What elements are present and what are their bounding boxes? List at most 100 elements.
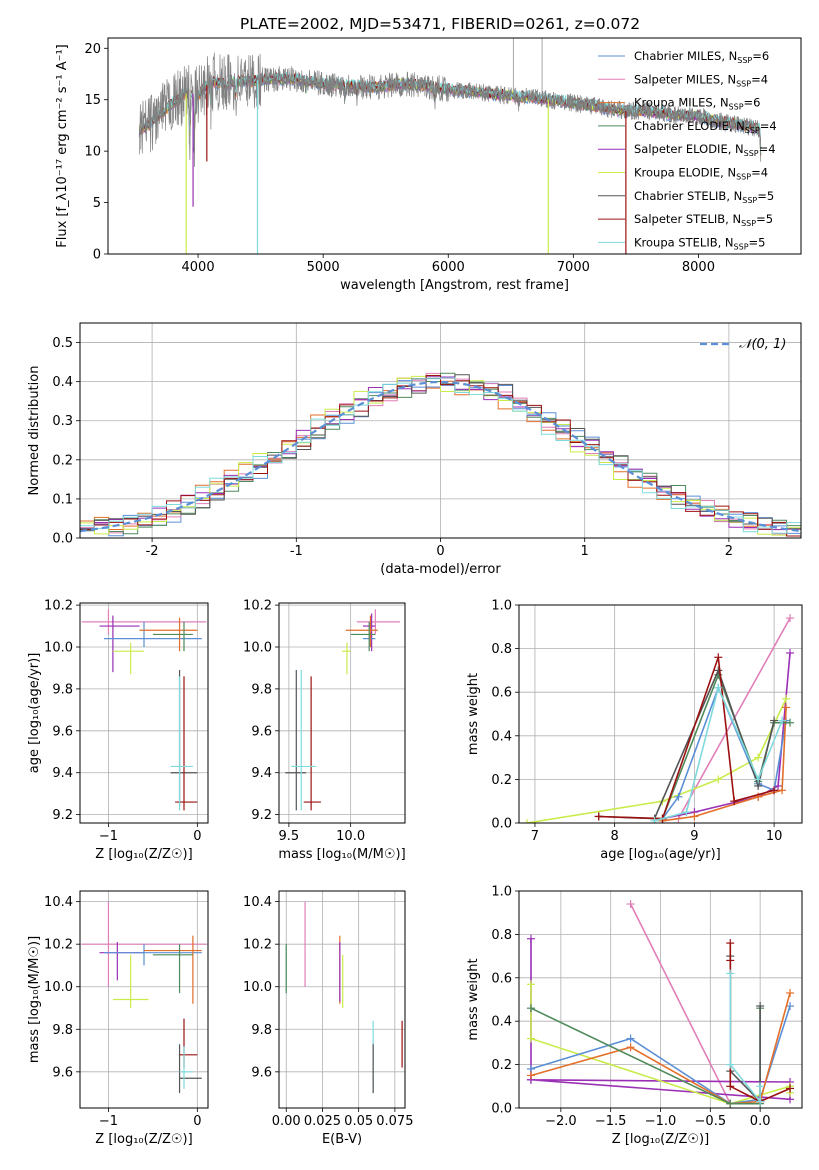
- y-tick-label: 0.3: [52, 414, 73, 429]
- y-tick-label: 0.2: [491, 773, 512, 788]
- observed-spectrum: [138, 52, 762, 168]
- x-tick-label: 0.075: [376, 1114, 413, 1129]
- axes-frame: [79, 602, 209, 824]
- y-tick-label: 20: [84, 42, 101, 57]
- legend-label: Kroupa ELODIE, NSSP=4: [634, 166, 768, 182]
- x-tick-label: 0.00: [272, 1114, 301, 1129]
- y-tick-label: 0.6: [491, 971, 512, 986]
- figure-title: PLATE=2002, MJD=53471, FIBERID=0261, z=0…: [240, 15, 640, 33]
- x-tick-label: 1: [581, 544, 589, 559]
- legend-suffix: =6: [752, 49, 769, 63]
- x-axis-label: age [log₁₀(age/yr)]: [600, 847, 721, 862]
- y-tick-label: 0.4: [491, 729, 512, 744]
- plot-area-mass_vs_ebv: [285, 901, 403, 1094]
- legend-subscript: SSP: [736, 79, 751, 88]
- y-tick-label: 10.4: [44, 895, 73, 910]
- plot-area-mass_vs_Z: [81, 901, 207, 1094]
- y-tick-label: 15: [84, 93, 101, 108]
- x-tick-label: −1.5: [595, 1114, 627, 1129]
- x-tick-label: 0: [193, 1114, 201, 1129]
- legend-suffix: =5: [749, 235, 766, 249]
- legend-label: Salpeter STELIB, NSSP=5: [634, 212, 773, 228]
- y-tick-label: 10.2: [243, 599, 272, 614]
- legend-label: 𝒩(0, 1): [739, 337, 786, 352]
- axes-frame: [278, 890, 406, 1109]
- y-tick-label: 10.0: [44, 980, 73, 995]
- y-axis-label: mass weight: [466, 673, 481, 755]
- x-tick-label: 10.0: [336, 829, 365, 844]
- y-tick-label: 9.8: [52, 1023, 73, 1038]
- x-axis-label: (data-model)/error: [380, 562, 501, 577]
- x-tick-label: 6000: [432, 260, 465, 275]
- axes-frame: [79, 322, 802, 539]
- legend-suffix: =4: [760, 119, 777, 133]
- y-tick-label: 0.1: [52, 492, 73, 507]
- x-tick-label: 4000: [182, 260, 215, 275]
- y-tick-label: 9.6: [52, 1065, 73, 1080]
- legend-suffix: =6: [744, 96, 761, 110]
- x-axis-label: Z [log₁₀(Z/Z☉)]: [612, 1132, 709, 1147]
- axes-frame: [79, 890, 209, 1109]
- legend-subscript: SSP: [745, 126, 760, 135]
- y-tick-label: 9.8: [251, 1023, 272, 1038]
- y-axis-label: mass [log₁₀(M/M☉)]: [27, 936, 42, 1063]
- x-tick-label: 8: [611, 829, 619, 844]
- x-axis-label: mass [log₁₀(M/M☉)]: [278, 847, 405, 862]
- legend-label: Chabrier ELODIE, NSSP=4: [634, 119, 777, 135]
- residual-histogram-darkred: [80, 375, 801, 537]
- y-tick-label: 10.0: [243, 980, 272, 995]
- y-tick-label: 9.2: [52, 808, 73, 823]
- x-axis-label: wavelength [Angstrom, rest frame]: [340, 278, 569, 293]
- weight-line-pink: [629, 903, 732, 1105]
- y-axis-label: Flux [f_λ10⁻¹⁷ erg cm⁻² s⁻¹ A⁻¹]: [55, 44, 70, 248]
- x-tick-label: 10: [766, 829, 783, 844]
- legend-label: Chabrier MILES, NSSP=6: [634, 49, 769, 65]
- y-tick-label: 0.4: [491, 1015, 512, 1030]
- legend-subscript: SSP: [737, 56, 752, 65]
- weight-line-cyan: [729, 973, 761, 1104]
- y-tick-label: 0.0: [491, 1102, 512, 1117]
- y-tick-label: 5: [93, 196, 101, 211]
- y-tick-label: 10.0: [44, 641, 73, 656]
- x-axis-label: E(B-V): [322, 1132, 362, 1147]
- plot-area-spectrum: [138, 38, 762, 254]
- x-tick-label: 0: [436, 544, 444, 559]
- x-tick-label: 7000: [557, 260, 590, 275]
- legend-subscript: SSP: [741, 219, 756, 228]
- y-tick-label: 10.4: [243, 895, 272, 910]
- x-tick-label: 0.0: [750, 1114, 771, 1129]
- y-tick-label: 0.6: [491, 686, 512, 701]
- legend-subscript: SSP: [742, 196, 757, 205]
- panel-mass_weight_vs_Z: −2.0 −1.5 −1.0 −0.5 0.0 0.0 0.2 0.4 0.6 0.8 1.0 Z […: [466, 885, 803, 1147]
- y-tick-label: 1.0: [491, 599, 512, 614]
- legend-subscript: SSP: [729, 103, 744, 112]
- panel-age_vs_mass: 9.5 10.0 9.2 9.4 9.6 9.8 10.0 10.2 mass [log₁₀(M…: [243, 599, 406, 862]
- y-tick-label: 0.5: [52, 336, 73, 351]
- y-tick-label: 0.4: [52, 375, 73, 390]
- y-axis-label: mass weight: [466, 958, 481, 1040]
- plot-area-mass_weight_vs_Z: [526, 900, 795, 1108]
- y-tick-label: 1.0: [491, 885, 512, 900]
- panel-mass_vs_ebv: 0.00 0.025 0.05 0.075 9.6 9.8 10.0 10.2 10.4 E(B-…: [243, 890, 413, 1147]
- plot-area-age_vs_Z: [81, 609, 207, 811]
- x-tick-label: 0.025: [304, 1114, 341, 1129]
- x-tick-label: 0: [193, 829, 201, 844]
- x-tick-label: 9: [690, 829, 698, 844]
- x-tick-label: 2: [725, 544, 733, 559]
- y-tick-label: 0.2: [491, 1058, 512, 1073]
- axes-frame: [278, 602, 406, 824]
- y-tick-label: 9.4: [251, 766, 272, 781]
- plot-area-residuals: [80, 372, 801, 537]
- y-tick-label: 9.8: [52, 682, 73, 697]
- x-tick-label: 5000: [307, 260, 340, 275]
- legend-suffix: =4: [751, 72, 768, 86]
- axes-frame: [518, 890, 803, 1109]
- y-tick-label: 0: [93, 248, 101, 263]
- y-tick-label: 0.8: [491, 642, 512, 657]
- x-axis-label: Z [log₁₀(Z/Z☉)]: [95, 847, 192, 862]
- legend-label: Chabrier STELIB, NSSP=5: [634, 189, 774, 205]
- y-tick-label: 0.0: [52, 532, 73, 547]
- spectrum-legend: Chabrier MILES, NSSP=6 Salpeter MILES, NS…: [598, 49, 777, 251]
